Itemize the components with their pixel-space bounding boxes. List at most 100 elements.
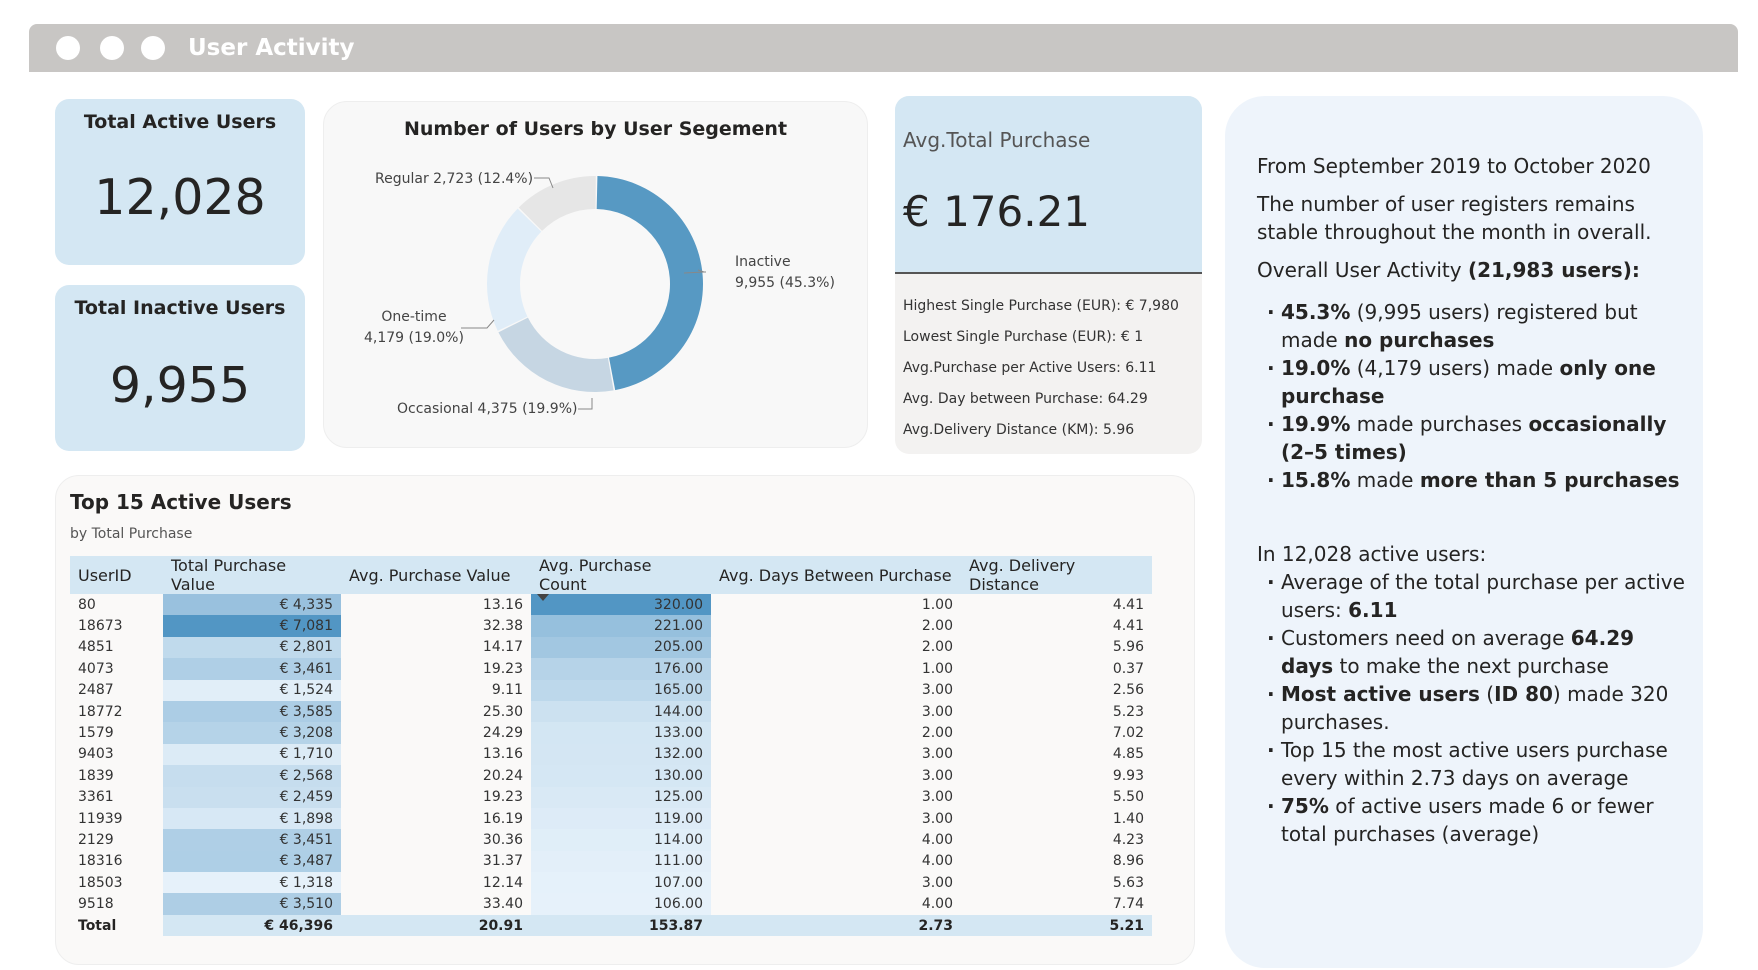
cell-userid: 4073 [78,660,114,677]
insights-text: From September 2019 to October 2020 The … [1257,152,1687,848]
table-row[interactable]: 9518 € 3,510 33.40 106.00 4.00 7.74 [70,893,1152,915]
leader-line-occasional [578,398,593,410]
table-row[interactable]: 18503 € 1,318 12.14 107.00 3.00 5.63 [70,872,1152,894]
cell-avg-purchase-value: 19.23 [482,789,523,806]
cell-userid: 4851 [78,639,114,656]
table-row[interactable]: 11939 € 1,898 16.19 119.00 3.00 1.40 [70,807,1152,830]
insight-stable: The number of user registers remains sta… [1257,192,1652,244]
table-row[interactable]: 4073 € 3,461 19.23 176.00 1.00 0.37 [70,658,1152,680]
bullet-item: 19.9% made purchases occasionally (2–5 t… [1257,410,1687,466]
cell-total-purchase-value: € 3,451 [163,829,341,851]
col-header-avg-purchase-value[interactable]: Avg. Purchase Value [341,556,531,594]
cell-total-purchase-value: € 3,510 [163,893,341,915]
cell-total-purchase-value: € 3,461 [163,658,341,680]
cell-avg-purchase-count: 320.00 [531,594,711,616]
table-row[interactable]: 1579 € 3,208 24.29 133.00 2.00 7.02 [70,722,1152,744]
bullet-item: Customers need on average 64.29 days to … [1257,624,1687,680]
bullet-item: Most active users (ID 80) made 320 purch… [1257,680,1687,736]
cell-avg-purchase-value: 9.11 [491,682,523,699]
top-active-users-card: Top 15 Active Users by Total Purchase Us… [55,475,1195,965]
cell-avg-delivery-distance: 2.56 [1112,682,1144,699]
leader-line-onetime [461,319,495,329]
bullet-item: 75% of active users made 6 or fewer tota… [1257,792,1687,848]
cell-avg-delivery-distance: 5.50 [1112,789,1144,806]
cell-avg-purchase-count: 125.00 [531,786,711,808]
cell-total-purchase-value: € 1,710 [163,743,341,766]
bullet-item: 19.0% (4,179 users) made only one purcha… [1257,354,1687,410]
window-dot-1[interactable] [56,36,80,60]
total-cell-total-purchase-value: € 46,396 [163,914,341,937]
window-dot-2[interactable] [100,36,124,60]
cell-avg-days-between: 1.00 [921,660,953,677]
total-cell-avg-days-between: 2.73 [711,914,961,937]
top-users-table: UserID Total Purchase Value Avg. Purchas… [70,556,1152,937]
cell-userid: 18503 [78,874,123,891]
donut-slice-regular[interactable] [518,176,596,231]
col-header-avg-delivery-distance[interactable]: Avg. Delivery Distance [961,556,1152,594]
table-row[interactable]: 2487 € 1,524 9.11 165.00 3.00 2.56 [70,679,1152,701]
table-row[interactable]: 18772 € 3,585 25.30 144.00 3.00 5.23 [70,700,1152,723]
cell-avg-days-between: 3.00 [921,767,953,784]
cell-avg-purchase-value: 13.16 [482,746,523,763]
col-header-total-purchase-value[interactable]: Total Purchase Value [163,556,341,594]
cell-avg-delivery-distance: 4.23 [1112,831,1144,848]
col-header-avg-purchase-count[interactable]: Avg. Purchase Count [531,556,711,601]
cell-userid: 1579 [78,725,114,742]
cell-avg-delivery-distance: 7.74 [1112,896,1144,913]
cell-avg-purchase-count: 106.00 [531,893,711,915]
insight-active-users: In 12,028 active users: [1257,542,1487,566]
table-row[interactable]: 2129 € 3,451 30.36 114.00 4.00 4.23 [70,829,1152,851]
avg-total-purchase-value: € 176.21 [903,187,1091,236]
total-label: Total [70,914,163,937]
cell-total-purchase-value: € 3,208 [163,722,341,744]
donut-slice-inactive[interactable] [596,176,703,391]
cell-userid: 11939 [78,810,123,827]
table-row[interactable]: 18316 € 3,487 31.37 111.00 4.00 8.96 [70,850,1152,873]
table-row[interactable]: 80 € 4,335 13.16 320.00 1.00 4.41 [70,594,1152,616]
donut-label-regular: Regular 2,723 (12.4%) [375,171,534,187]
kpi-total-inactive-users: Total Inactive Users 9,955 [55,285,305,451]
cell-avg-days-between: 4.00 [921,896,953,913]
cell-avg-purchase-value: 13.16 [482,596,523,613]
leader-line-regular [534,177,554,189]
cell-avg-purchase-value: 25.30 [482,703,523,720]
cell-total-purchase-value: € 2,568 [163,765,341,787]
col-header-avg-days-between[interactable]: Avg. Days Between Purchase [711,556,961,594]
table-row[interactable]: 9403 € 1,710 13.16 132.00 3.00 4.85 [70,743,1152,766]
cell-avg-purchase-value: 16.19 [482,810,523,827]
donut-label-occasional: Occasional 4,375 (19.9%) [397,401,578,417]
cell-total-purchase-value: € 1,318 [163,872,341,894]
cell-avg-delivery-distance: 1.40 [1112,810,1144,827]
sort-desc-icon [537,594,549,601]
cell-avg-days-between: 3.00 [921,703,953,720]
insight-overall: Overall User Activity (21,983 users): [1257,258,1640,282]
leader-line-inactive [683,271,705,274]
cell-avg-delivery-distance: 7.02 [1112,725,1144,742]
table-row[interactable]: 18673 € 7,081 32.38 221.00 2.00 4.41 [70,615,1152,637]
cell-avg-delivery-distance: 5.96 [1112,639,1144,656]
cell-avg-days-between: 2.00 [921,725,953,742]
cell-avg-delivery-distance: 4.41 [1112,596,1144,613]
window-dot-3[interactable] [141,36,165,60]
stat-avg-delivery-distance: Avg.Delivery Distance (KM): 5.96 [903,422,1135,438]
cell-avg-purchase-count: 144.00 [531,700,711,723]
table-subtitle: by Total Purchase [70,526,193,542]
cell-userid: 80 [78,596,96,613]
donut-label-onetime: One-time 4,179 (19.0%) [364,309,464,346]
donut-slice-onetime[interactable] [487,208,542,331]
cell-avg-delivery-distance: 5.23 [1112,703,1144,720]
donut-slice-occasional[interactable] [498,317,614,392]
total-cell-avg-purchase-count: 153.87 [531,914,711,937]
window-title: User Activity [188,35,355,61]
cell-total-purchase-value: € 1,898 [163,807,341,830]
cell-avg-purchase-value: 14.17 [482,639,523,656]
table-row[interactable]: 1839 € 2,568 20.24 130.00 3.00 9.93 [70,765,1152,787]
cell-avg-purchase-value: 24.29 [482,725,523,742]
insights-card: From September 2019 to October 2020 The … [1225,96,1703,968]
col-header-userid[interactable]: UserID [70,556,163,594]
kpi-label: Total Active Users [83,111,277,133]
table-row[interactable]: 3361 € 2,459 19.23 125.00 3.00 5.50 [70,786,1152,808]
table-row[interactable]: 4851 € 2,801 14.17 205.00 2.00 5.96 [70,636,1152,659]
cell-avg-delivery-distance: 9.93 [1112,767,1144,784]
cell-avg-days-between: 3.00 [921,682,953,699]
